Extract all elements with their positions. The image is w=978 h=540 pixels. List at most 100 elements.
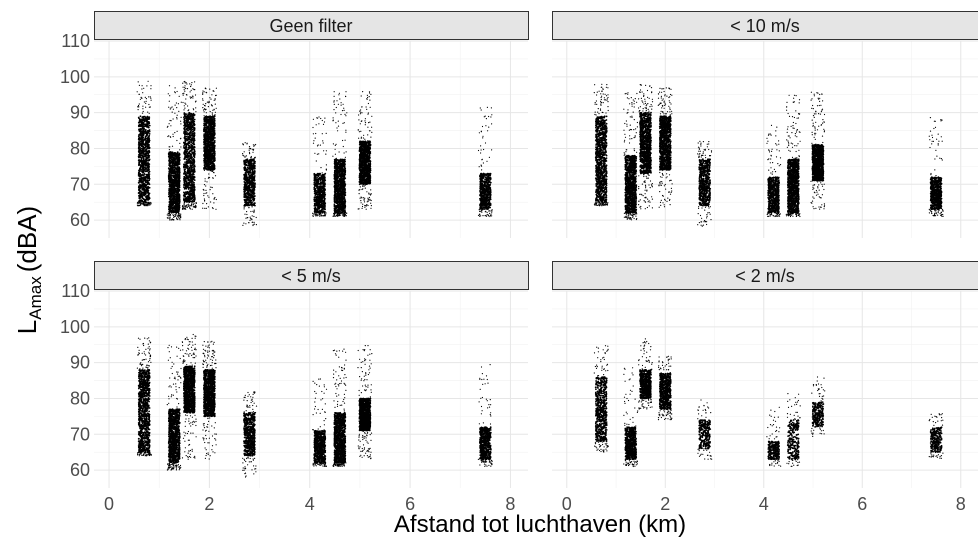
data-point-outlier bbox=[169, 215, 170, 216]
data-point-outlier bbox=[149, 203, 150, 204]
y-tick-label: 110 bbox=[61, 31, 90, 51]
distance-group bbox=[182, 81, 197, 210]
data-point bbox=[142, 136, 144, 138]
data-point-outlier bbox=[242, 225, 243, 226]
data-point bbox=[214, 119, 216, 121]
data-point bbox=[253, 173, 255, 175]
data-point-outlier bbox=[142, 92, 143, 93]
data-point bbox=[176, 165, 178, 167]
data-point bbox=[171, 203, 173, 205]
data-point bbox=[188, 176, 190, 178]
data-point-outlier bbox=[172, 112, 173, 113]
data-point bbox=[141, 186, 143, 188]
data-point bbox=[206, 156, 208, 158]
data-point bbox=[183, 198, 185, 200]
data-point bbox=[190, 119, 192, 121]
data-point bbox=[194, 124, 196, 126]
data-point bbox=[170, 196, 172, 198]
data-point bbox=[148, 183, 150, 185]
data-point bbox=[250, 165, 252, 167]
data-point bbox=[147, 192, 149, 194]
data-point bbox=[193, 182, 195, 184]
data-point bbox=[148, 159, 150, 161]
data-point bbox=[212, 130, 214, 132]
data-point-outlier bbox=[195, 94, 196, 95]
data-point bbox=[247, 189, 249, 191]
data-point bbox=[178, 194, 180, 196]
point-layer bbox=[137, 81, 493, 226]
data-point-outlier bbox=[245, 142, 246, 143]
data-point bbox=[173, 181, 175, 183]
data-point-outlier bbox=[176, 218, 177, 219]
data-point-outlier bbox=[206, 92, 207, 93]
data-point bbox=[184, 177, 186, 179]
data-point bbox=[175, 173, 177, 175]
data-point-outlier bbox=[244, 207, 245, 208]
data-point bbox=[185, 131, 187, 133]
distance-group bbox=[242, 142, 257, 226]
data-point bbox=[192, 131, 194, 133]
data-point bbox=[139, 153, 141, 155]
data-point-outlier bbox=[173, 219, 174, 220]
data-point bbox=[189, 191, 191, 193]
data-point-outlier bbox=[192, 209, 193, 210]
data-point bbox=[187, 124, 189, 126]
data-point bbox=[184, 113, 186, 115]
data-point bbox=[138, 148, 140, 150]
data-point bbox=[138, 135, 140, 137]
data-point bbox=[174, 163, 176, 165]
data-point-outlier bbox=[215, 209, 216, 210]
data-point-outlier bbox=[190, 208, 191, 209]
data-point bbox=[144, 177, 146, 179]
data-point bbox=[190, 115, 192, 117]
data-point bbox=[168, 160, 170, 162]
data-point bbox=[193, 158, 195, 160]
data-point bbox=[214, 145, 216, 147]
data-point bbox=[183, 121, 185, 123]
data-point bbox=[170, 170, 172, 172]
data-point bbox=[183, 164, 185, 166]
data-point bbox=[188, 187, 190, 189]
data-point-outlier bbox=[177, 216, 178, 217]
data-point-outlier bbox=[171, 212, 172, 213]
data-point bbox=[178, 183, 180, 185]
data-point-outlier bbox=[140, 202, 141, 203]
data-point bbox=[171, 189, 173, 191]
data-point bbox=[191, 176, 193, 178]
data-point bbox=[138, 138, 140, 140]
data-point bbox=[189, 159, 191, 161]
data-point-outlier bbox=[146, 98, 147, 99]
data-point bbox=[185, 192, 187, 194]
data-point-outlier bbox=[138, 106, 139, 107]
data-point-outlier bbox=[254, 222, 255, 223]
data-point bbox=[246, 199, 248, 201]
data-point bbox=[146, 148, 148, 150]
data-point bbox=[208, 144, 210, 146]
data-point bbox=[178, 153, 180, 155]
data-point bbox=[253, 182, 255, 184]
data-point bbox=[205, 129, 207, 131]
data-point-outlier bbox=[169, 218, 170, 219]
data-point bbox=[142, 188, 144, 190]
data-point bbox=[213, 142, 215, 144]
data-point bbox=[148, 153, 150, 155]
data-point bbox=[189, 155, 191, 157]
data-point bbox=[212, 153, 214, 155]
data-point-outlier bbox=[137, 205, 138, 206]
data-point-outlier bbox=[180, 214, 181, 215]
data-point-outlier bbox=[148, 104, 149, 105]
data-point bbox=[249, 200, 251, 202]
data-point-outlier bbox=[175, 105, 176, 106]
data-point bbox=[139, 160, 141, 162]
data-point-outlier bbox=[205, 88, 206, 89]
data-point bbox=[204, 160, 206, 162]
data-point bbox=[194, 164, 196, 166]
data-point bbox=[176, 183, 178, 185]
data-point bbox=[149, 133, 151, 135]
data-point bbox=[142, 139, 144, 141]
data-point bbox=[252, 179, 254, 181]
data-point-outlier bbox=[183, 109, 184, 110]
data-point-outlier bbox=[202, 92, 203, 93]
data-point-outlier bbox=[215, 98, 216, 99]
data-point bbox=[147, 190, 149, 192]
